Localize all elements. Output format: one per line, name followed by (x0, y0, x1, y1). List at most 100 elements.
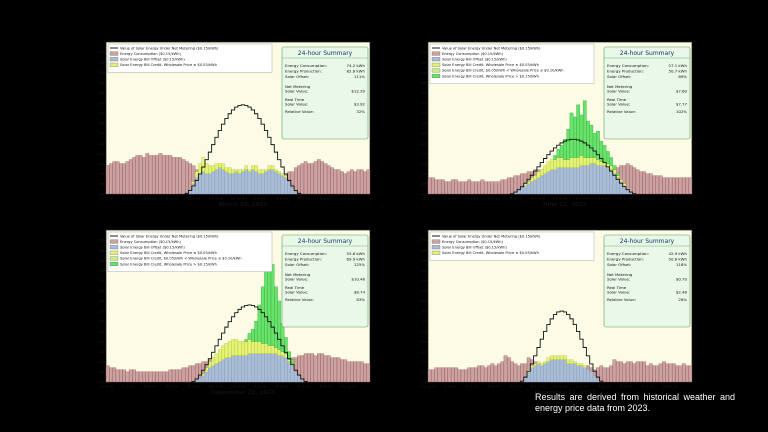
consumption-bar (115, 369, 120, 383)
x-tick-label: 6 a.m (166, 384, 178, 389)
wholesale-credit-bar (540, 169, 544, 176)
offset-bar (549, 169, 554, 195)
wholesale-credit-bar (191, 181, 196, 185)
wholesale-credit-bar (576, 157, 580, 168)
consumption-bar (112, 161, 117, 195)
wholesale-credit-bar (586, 157, 590, 166)
offset-bar (211, 365, 216, 383)
consumption-bar (434, 179, 439, 195)
offset-bar (549, 359, 554, 383)
wholesale-credit-bar (254, 341, 258, 354)
wholesale-credit-bar (274, 169, 278, 172)
y-tick-label: 0.70 (420, 50, 427, 55)
offset-bar (596, 165, 600, 195)
consumption-bar (516, 365, 521, 383)
x-tick-label: 6 p.m (298, 384, 310, 389)
offset-bar (214, 363, 219, 383)
wholesale-credit-bar (569, 157, 574, 168)
x-tick-label: 6 a.m (488, 196, 500, 201)
consumption-bar (313, 161, 318, 195)
offset-bar (204, 371, 209, 383)
consumption-bar (493, 365, 498, 383)
x-tick-label: 2 p.m (254, 196, 266, 201)
y-tick-label: 0.45 (98, 288, 105, 293)
consumption-bar (165, 371, 169, 383)
offset-bar (566, 363, 571, 383)
wholesale-credit-bar (231, 169, 235, 174)
consumption-bar (470, 367, 475, 383)
legend-entry: Solar Energy Bill Offset ($0.15/kWh) (442, 58, 507, 62)
consumption-bar (625, 361, 630, 383)
consumption-bar (642, 171, 646, 195)
consumption-bar (363, 363, 367, 383)
consumption-bar (441, 179, 445, 195)
legend-entry: Value of Solar Energy Under Net Metering… (442, 234, 541, 238)
x-tick-label: 4 p.m (598, 196, 610, 201)
chart-september-22: Real Time: 14 kW Solar Array 0.00 0.05 0.10… (98, 222, 388, 402)
consumption-bar (191, 365, 196, 383)
chart-june-21: Real Time: 14 kW Solar Array 0.00 0.05 0.10… (420, 34, 710, 214)
results-footnote: Results are derived from historical weat… (535, 392, 735, 413)
consumption-bar (681, 177, 686, 195)
premium-credit-bar (270, 264, 275, 346)
wholesale-credit-bar (559, 157, 564, 168)
wholesale-credit-bar (277, 171, 282, 174)
offset-bar (297, 375, 301, 383)
consumption-bar (675, 177, 679, 195)
consumption-bar (662, 361, 666, 383)
premium-credit-bar (589, 124, 594, 158)
y-tick-label: 0.00 (420, 192, 427, 197)
consumption-bar (109, 163, 113, 195)
consumption-bar (457, 181, 462, 195)
consumption-bar (128, 369, 133, 383)
consumption-bar (171, 157, 176, 195)
offset-bar (592, 163, 597, 195)
premium-credit-bar (257, 304, 262, 342)
consumption-bar (648, 173, 653, 195)
consumption-bar (158, 371, 163, 383)
wholesale-credit-bar (579, 363, 584, 366)
consumption-bar (467, 179, 472, 195)
offset-bar (280, 175, 285, 195)
premium-credit-bar (566, 128, 571, 160)
wholesale-credit-bar (257, 341, 262, 354)
chart-svg: Real Time: 14 kW Solar Array 0.00 0.05 0.10… (98, 222, 371, 396)
y-tick-label: 0.45 (420, 288, 427, 293)
wholesale-credit-bar (546, 357, 551, 362)
consumption-bar (497, 363, 501, 383)
consumption-bar (477, 365, 481, 383)
wholesale-credit-bar (540, 363, 544, 366)
x-tick-label: 12 a.m (421, 384, 436, 389)
y-tick-label: 0.65 (98, 60, 105, 65)
legend-entry: Value of Solar Energy Under Net Metering… (442, 46, 541, 50)
y-tick-label: 0.20 (98, 151, 105, 156)
offset-bar (204, 173, 209, 195)
offset-bar (540, 365, 544, 383)
y-tick-label: 0.25 (420, 141, 427, 146)
y-tick-label: 0.60 (98, 70, 105, 75)
offset-bar (241, 355, 245, 383)
consumption-bar (138, 371, 143, 383)
consumption-bar (138, 155, 143, 195)
consumption-bar (181, 367, 186, 383)
consumption-bar (178, 369, 183, 383)
consumption-bar (645, 365, 650, 383)
offset-bar (612, 173, 617, 195)
consumption-bar (619, 361, 623, 383)
wholesale-credit-bar (247, 169, 252, 172)
premium-credit-bar (615, 173, 620, 176)
offset-bar (520, 187, 524, 195)
wholesale-credit-bar (227, 341, 232, 358)
offset-bar (201, 171, 206, 195)
offset-bar (540, 175, 544, 195)
offset-bar (530, 181, 534, 195)
summary-value: $2.48 (676, 289, 688, 294)
offset-bar (536, 363, 541, 383)
consumption-bar (307, 353, 311, 383)
y-tick-label: 0.30 (420, 131, 427, 136)
summary-value: $8.74 (354, 289, 366, 294)
offset-bar (218, 167, 222, 195)
consumption-bar (437, 367, 442, 383)
offset-bar (214, 169, 219, 195)
consumption-bar (310, 163, 315, 195)
